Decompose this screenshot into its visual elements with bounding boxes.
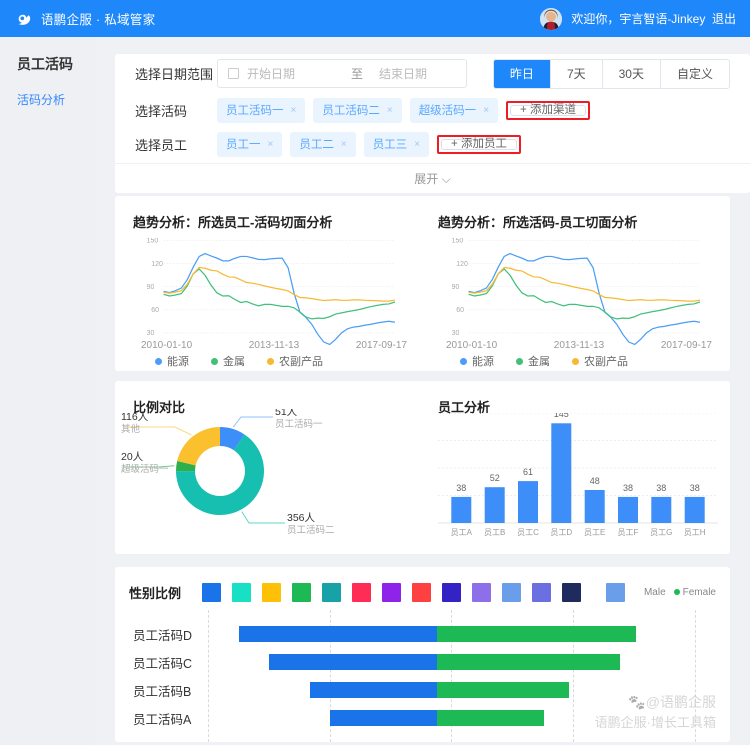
svg-text:150: 150 <box>147 238 159 245</box>
svg-text:38: 38 <box>656 483 666 493</box>
svg-text:51人: 51人 <box>275 409 298 418</box>
svg-text:90: 90 <box>147 284 155 291</box>
svg-text:员工A: 员工A <box>451 528 473 537</box>
svg-text:116人: 116人 <box>121 411 149 423</box>
svg-text:员工F: 员工F <box>618 528 639 537</box>
svg-text:48: 48 <box>590 476 600 486</box>
svg-text:38: 38 <box>690 483 700 493</box>
svg-text:60: 60 <box>456 307 464 314</box>
svg-text:150: 150 <box>452 238 464 245</box>
svg-text:30: 30 <box>452 330 460 337</box>
svg-text:员工D: 员工D <box>550 528 572 537</box>
svg-text:员工C: 员工C <box>517 528 539 537</box>
svg-text:38: 38 <box>456 483 466 493</box>
svg-text:员工H: 员工H <box>684 528 706 537</box>
svg-text:20人: 20人 <box>121 451 144 463</box>
svg-text:356人: 356人 <box>287 512 316 524</box>
svg-text:120: 120 <box>151 261 163 268</box>
svg-text:61: 61 <box>523 467 533 477</box>
svg-text:员工G: 员工G <box>650 528 672 537</box>
svg-text:120: 120 <box>456 261 468 268</box>
svg-text:员工B: 员工B <box>484 528 505 537</box>
svg-text:30: 30 <box>147 330 155 337</box>
svg-text:员工活码一: 员工活码一 <box>275 418 323 430</box>
svg-text:90: 90 <box>452 284 460 291</box>
svg-text:超级活码一: 超级活码一 <box>121 463 169 475</box>
svg-text:52: 52 <box>490 473 500 483</box>
svg-text:员工活码二: 员工活码二 <box>287 524 335 536</box>
svg-text:员工E: 员工E <box>584 528 605 537</box>
svg-text:60: 60 <box>151 307 159 314</box>
svg-text:145: 145 <box>554 413 569 419</box>
svg-text:38: 38 <box>623 483 633 493</box>
svg-text:其他: 其他 <box>121 423 141 435</box>
